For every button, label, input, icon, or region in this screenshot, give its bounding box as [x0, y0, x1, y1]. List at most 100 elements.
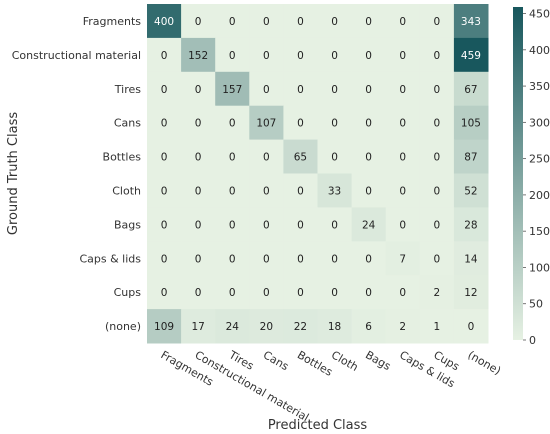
- heatmap-cell: [249, 4, 284, 39]
- y-tick-label: Constructional material: [12, 49, 141, 62]
- cell-value-label: 105: [461, 118, 481, 130]
- heatmap-cell: [283, 37, 318, 73]
- colorbar-tick-label: 250: [529, 153, 550, 166]
- cell-value-label: 0: [195, 118, 202, 130]
- cell-value-label: 0: [365, 152, 372, 164]
- heatmap-cells: [147, 4, 489, 344]
- heatmap-cell: [351, 241, 387, 276]
- cell-value-label: 0: [331, 287, 338, 299]
- heatmap-cell: [249, 105, 284, 141]
- y-tick-label: Cloth: [112, 184, 141, 197]
- cell-value-label: 0: [331, 118, 338, 130]
- heatmap-cell: [419, 207, 455, 242]
- y-tick-label: Cans: [114, 117, 141, 130]
- heatmap-cell: [351, 37, 387, 73]
- heatmap-cell: [351, 275, 387, 310]
- cell-value-label: 0: [229, 118, 236, 130]
- cell-value-label: 343: [461, 16, 481, 28]
- cell-value-label: 22: [294, 321, 307, 333]
- heatmap-cell: [317, 4, 353, 39]
- heatmap-cell: [283, 207, 318, 242]
- heatmap-cell: [419, 4, 455, 39]
- heatmap-cell: [181, 37, 216, 73]
- x-tick-label: (none): [465, 348, 503, 377]
- cell-value-label: 0: [365, 16, 372, 28]
- cell-value-label: 0: [331, 152, 338, 164]
- heatmap-cell: [385, 4, 421, 39]
- heatmap-cell: [147, 139, 182, 174]
- heatmap-cell: [419, 241, 455, 276]
- cell-value-label: 0: [434, 219, 441, 231]
- cell-value-label: 12: [464, 287, 477, 299]
- cell-value-label: 0: [297, 253, 304, 265]
- cell-value-label: 0: [399, 185, 406, 197]
- cell-value-label: 0: [399, 287, 406, 299]
- heatmap-cell: [181, 207, 216, 242]
- heatmap-cell: [249, 173, 284, 208]
- heatmap-cell: [147, 241, 182, 276]
- heatmap-cell: [453, 241, 489, 276]
- heatmap-cell: [147, 275, 182, 310]
- heatmap-cell: [385, 139, 421, 174]
- heatmap-cell: [317, 241, 353, 276]
- cell-value-label: 24: [362, 219, 376, 231]
- heatmap-cell: [317, 173, 353, 208]
- colorbar-tick-label: 150: [529, 225, 550, 238]
- cell-value-label: 0: [399, 50, 406, 62]
- cell-value-label: 1: [434, 321, 441, 333]
- cell-value-label: 0: [399, 219, 406, 231]
- heatmap-cell: [283, 4, 318, 39]
- cell-value-label: 0: [365, 253, 372, 265]
- heatmap-cell: [385, 71, 421, 107]
- heatmap-cell: [317, 37, 353, 73]
- heatmap-cell: [317, 71, 353, 107]
- heatmap-cell: [453, 173, 489, 208]
- cell-value-label: 18: [328, 321, 341, 333]
- y-tick-label: Cups: [114, 286, 142, 299]
- heatmap-cell: [181, 4, 216, 39]
- colorbar-tick-label: 100: [529, 261, 550, 274]
- y-tick-label: Bottles: [103, 151, 142, 164]
- heatmap-cell: [283, 309, 318, 344]
- cell-value-label: 0: [365, 287, 372, 299]
- cell-value-label: 0: [365, 185, 372, 197]
- cell-value-label: 107: [256, 118, 276, 130]
- heatmap-cell: [147, 4, 182, 39]
- heatmap-cell: [215, 207, 250, 242]
- cell-value-label: 0: [195, 287, 202, 299]
- colorbar-tick-label: 450: [529, 8, 550, 21]
- heatmap-cell: [385, 37, 421, 73]
- cell-value-label: 0: [263, 152, 270, 164]
- heatmap-cell: [419, 71, 455, 107]
- heatmap-cell: [419, 37, 455, 73]
- cell-value-label: 0: [434, 84, 441, 96]
- cell-value-label: 0: [161, 84, 168, 96]
- cell-value-label: 0: [263, 185, 270, 197]
- heatmap-cell: [283, 139, 318, 174]
- cell-value-label: 0: [229, 253, 236, 265]
- y-tick-label: (none): [105, 320, 141, 333]
- cell-value-label: 0: [434, 253, 441, 265]
- heatmap-cell: [181, 309, 216, 344]
- cell-value-label: 0: [434, 118, 441, 130]
- heatmap-cell: [351, 207, 387, 242]
- cell-value-label: 0: [297, 185, 304, 197]
- cell-value-label: 459: [461, 50, 481, 62]
- heatmap-cell: [351, 71, 387, 107]
- heatmap-cell: [385, 241, 421, 276]
- heatmap-cell: [283, 173, 318, 208]
- cell-value-label: 2: [434, 287, 441, 299]
- heatmap-cell: [317, 207, 353, 242]
- heatmap-cell: [351, 139, 387, 174]
- cell-value-label: 0: [195, 253, 202, 265]
- cell-value-label: 0: [434, 16, 441, 28]
- cell-value-label: 0: [331, 16, 338, 28]
- cell-value-label: 65: [294, 152, 307, 164]
- cell-value-label: 0: [229, 50, 236, 62]
- colorbar-gradient-bar: [513, 7, 523, 340]
- heatmap-cell: [283, 71, 318, 107]
- heatmap-cell: [453, 139, 489, 174]
- cell-value-label: 0: [195, 152, 202, 164]
- heatmap-cell: [317, 275, 353, 310]
- cell-value-label: 0: [399, 152, 406, 164]
